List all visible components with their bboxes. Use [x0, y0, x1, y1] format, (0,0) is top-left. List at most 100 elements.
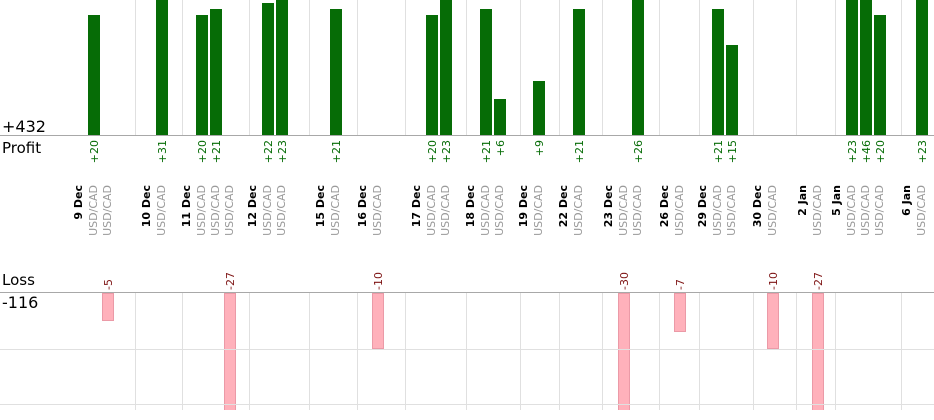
profit-bar: [494, 99, 506, 135]
group-separator-gridline: [559, 293, 560, 410]
profit-bar: [846, 0, 858, 135]
group-separator-gridline: [466, 0, 467, 135]
group-separator-gridline: [835, 293, 836, 410]
group-separator-gridline: [182, 0, 183, 135]
loss-total: -116: [2, 293, 39, 312]
symbol-label: USD/CAD: [859, 185, 872, 236]
date-label: 17 Dec: [410, 185, 423, 228]
symbol-label: USD/CAD: [845, 185, 858, 236]
profit-bar: [88, 15, 100, 135]
profit-value-label: +21: [573, 140, 586, 164]
symbol-label: USD/CAD: [725, 185, 738, 236]
profit-value-label: +26: [632, 140, 645, 164]
symbol-label: USD/CAD: [915, 185, 928, 236]
symbol-label: USD/CAD: [617, 185, 630, 236]
profit-value-label: +23: [440, 140, 453, 164]
profit-bar: [916, 0, 928, 135]
profit-value-label: +21: [210, 140, 223, 164]
profit-bar: [573, 9, 585, 135]
symbol-label: USD/CAD: [275, 185, 288, 236]
group-separator-gridline: [699, 0, 700, 135]
date-label: 10 Dec: [140, 185, 153, 228]
group-separator-gridline: [405, 0, 406, 135]
group-separator-gridline: [466, 293, 467, 410]
loss-value-label: -27: [224, 272, 237, 290]
profit-value-label: +31: [156, 140, 169, 164]
symbol-label: USD/CAD: [711, 185, 724, 236]
symbol-label: USD/CAD: [493, 185, 506, 236]
date-label: 15 Dec: [314, 185, 327, 228]
date-label: 30 Dec: [751, 185, 764, 228]
profit-value-label: +20: [426, 140, 439, 164]
loss-bar: [102, 293, 114, 321]
date-label: 11 Dec: [180, 185, 193, 228]
symbol-label: USD/CAD: [209, 185, 222, 236]
symbol-label: USD/CAD: [766, 185, 779, 236]
profit-value-label: +21: [712, 140, 725, 164]
profit-bar: [426, 15, 438, 135]
group-separator-gridline: [901, 293, 902, 410]
date-label: 18 Dec: [464, 185, 477, 228]
profit-total: +432: [2, 117, 46, 136]
loss-value-label: -7: [674, 279, 687, 290]
loss-bar: [812, 293, 824, 410]
group-separator-gridline: [357, 293, 358, 410]
symbol-label: USD/CAD: [631, 185, 644, 236]
profit-bar: [860, 0, 872, 135]
profit-bar: [210, 9, 222, 135]
loss-bar: [618, 293, 630, 410]
date-label: 16 Dec: [356, 185, 369, 228]
loss-value-label: -10: [372, 272, 385, 290]
group-separator-gridline: [182, 293, 183, 410]
profit-bar: [726, 45, 738, 135]
group-separator-gridline: [520, 0, 521, 135]
date-label: 9 Dec: [72, 185, 85, 220]
group-separator-gridline: [249, 293, 250, 410]
group-separator-gridline: [753, 0, 754, 135]
loss-bar: [224, 293, 236, 410]
symbol-label: USD/CAD: [479, 185, 492, 236]
loss-bar: [767, 293, 779, 349]
profit-panel: [0, 0, 934, 136]
group-separator-gridline: [135, 293, 136, 410]
symbol-label: USD/CAD: [223, 185, 236, 236]
group-separator-gridline: [559, 0, 560, 135]
date-label: 2 Jan: [796, 185, 809, 216]
date-label: 6 Jan: [900, 185, 913, 216]
symbol-label: USD/CAD: [873, 185, 886, 236]
group-separator-gridline: [699, 293, 700, 410]
group-separator-gridline: [520, 293, 521, 410]
profit-value-label: +20: [874, 140, 887, 164]
loss-axis-label: Loss: [2, 271, 35, 289]
group-separator-gridline: [796, 0, 797, 135]
profit-bar: [440, 0, 452, 135]
symbol-label: USD/CAD: [87, 185, 100, 236]
group-separator-gridline: [249, 0, 250, 135]
loss-value-label: -10: [767, 272, 780, 290]
group-separator-gridline: [753, 293, 754, 410]
date-label: 19 Dec: [517, 185, 530, 228]
loss-value-label: -27: [812, 272, 825, 290]
group-separator-gridline: [309, 0, 310, 135]
symbol-label: USD/CAD: [439, 185, 452, 236]
profit-value-label: +9: [533, 140, 546, 157]
loss-bar: [372, 293, 384, 349]
symbol-label: USD/CAD: [532, 185, 545, 236]
group-separator-gridline: [309, 293, 310, 410]
profit-bar: [196, 15, 208, 135]
profit-value-label: +23: [916, 140, 929, 164]
symbol-label: USD/CAD: [425, 185, 438, 236]
date-label: 12 Dec: [246, 185, 259, 228]
profit-value-label: +21: [330, 140, 343, 164]
symbol-label: USD/CAD: [811, 185, 824, 236]
loss-bar: [674, 293, 686, 332]
profit-value-label: +21: [480, 140, 493, 164]
group-separator-gridline: [659, 293, 660, 410]
date-label: 22 Dec: [557, 185, 570, 228]
date-label: 5 Jan: [830, 185, 843, 216]
group-separator-gridline: [835, 0, 836, 135]
symbol-label: USD/CAD: [673, 185, 686, 236]
date-label: 29 Dec: [696, 185, 709, 228]
